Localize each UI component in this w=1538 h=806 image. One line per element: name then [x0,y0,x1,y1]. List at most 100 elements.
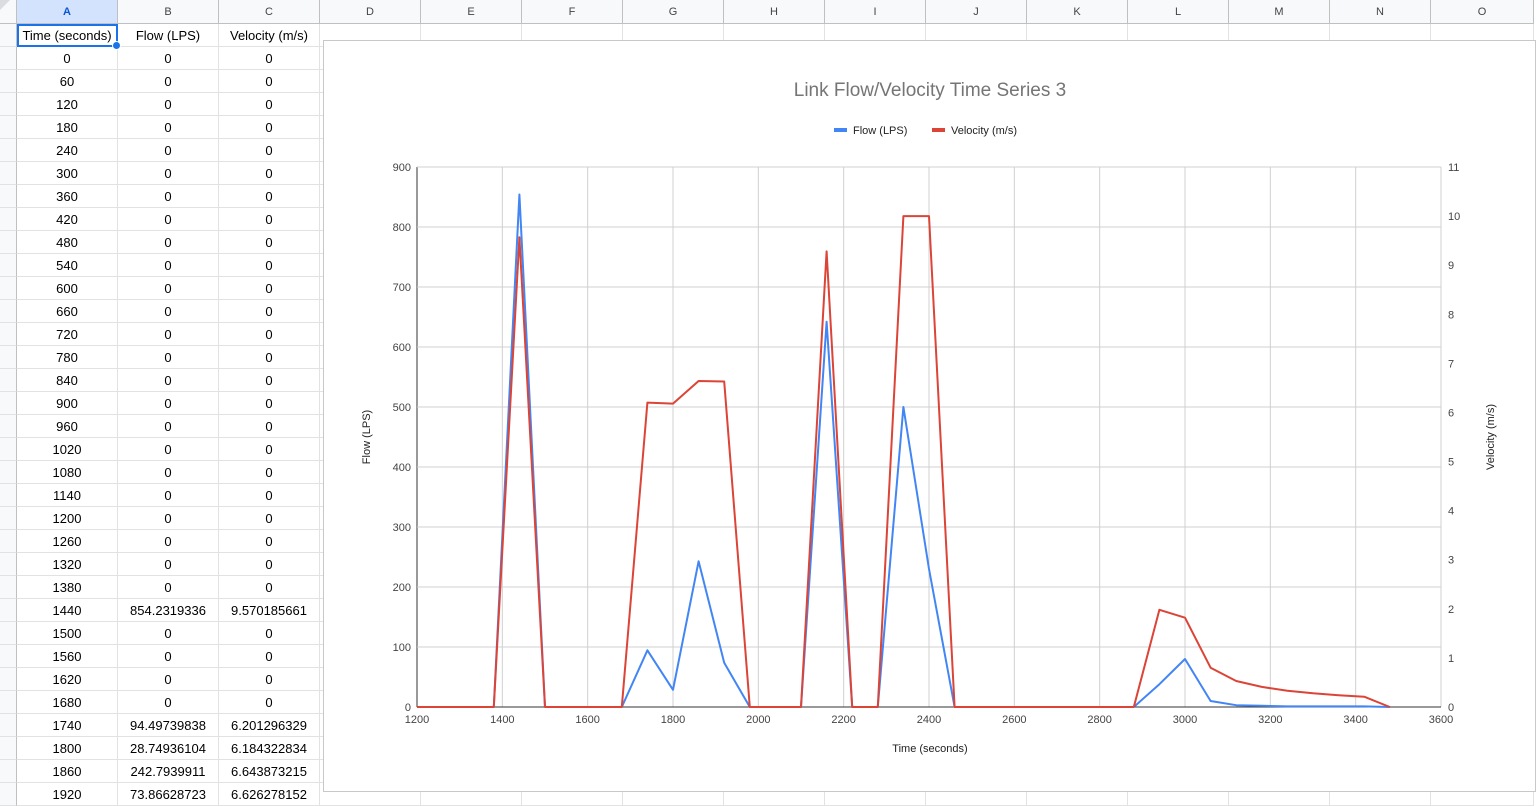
cell-c[interactable]: 0 [219,47,320,70]
cell-b[interactable]: 0 [118,369,219,392]
row-header[interactable] [0,47,17,70]
cell-b[interactable]: 0 [118,162,219,185]
cell-a[interactable]: 1140 [17,484,118,507]
cell-c[interactable]: 0 [219,530,320,553]
cell-b[interactable]: 0 [118,530,219,553]
cell-c[interactable]: 0 [219,369,320,392]
cell-a[interactable]: 1800 [17,737,118,760]
cell-a[interactable]: 720 [17,323,118,346]
column-header-c[interactable]: C [219,0,320,24]
cell-c[interactable]: 0 [219,645,320,668]
cell-a[interactable]: 60 [17,70,118,93]
cell-b[interactable]: 0 [118,139,219,162]
select-all-corner[interactable] [0,0,17,24]
cell-c[interactable]: 0 [219,415,320,438]
row-header[interactable] [0,461,17,484]
cell-c[interactable]: 0 [219,461,320,484]
row-header[interactable] [0,415,17,438]
cell-a[interactable]: 960 [17,415,118,438]
cell-c[interactable]: 0 [219,691,320,714]
cell-c[interactable]: 0 [219,484,320,507]
column-header-e[interactable]: E [421,0,522,24]
row-header[interactable] [0,622,17,645]
cell-a[interactable]: 1500 [17,622,118,645]
cell-b[interactable]: 0 [118,300,219,323]
row-header[interactable] [0,760,17,783]
cell-c[interactable]: 0 [219,70,320,93]
column-header-n[interactable]: N [1330,0,1431,24]
cell-a[interactable]: 300 [17,162,118,185]
cell-b[interactable]: 854.2319336 [118,599,219,622]
row-header[interactable] [0,162,17,185]
cell-b[interactable]: 0 [118,323,219,346]
cell-c[interactable]: 0 [219,346,320,369]
row-header[interactable] [0,24,17,47]
row-header[interactable] [0,392,17,415]
row-header[interactable] [0,346,17,369]
cell-b[interactable]: 0 [118,691,219,714]
column-header-i[interactable]: I [825,0,926,24]
cell-b[interactable]: 0 [118,277,219,300]
chart[interactable]: 1200 1400 1600 1800 2000 2200 2400 2600 2800 3000… [323,40,1536,792]
row-header[interactable] [0,116,17,139]
cell-b[interactable]: 0 [118,622,219,645]
cell-b[interactable]: 94.49739838 [118,714,219,737]
column-header-k[interactable]: K [1027,0,1128,24]
cell-c[interactable]: 0 [219,277,320,300]
row-header[interactable] [0,185,17,208]
column-header-g[interactable]: G [623,0,724,24]
column-header-h[interactable]: H [724,0,825,24]
column-header-l[interactable]: L [1128,0,1229,24]
cell-b[interactable]: 0 [118,254,219,277]
cell-c[interactable]: 0 [219,116,320,139]
cell-b[interactable]: 0 [118,553,219,576]
cell-b[interactable]: 0 [118,461,219,484]
cell-a[interactable]: 1740 [17,714,118,737]
row-header[interactable] [0,599,17,622]
cell-a[interactable]: 1020 [17,438,118,461]
cell-b[interactable]: 0 [118,208,219,231]
row-header[interactable] [0,645,17,668]
cell-c[interactable]: 6.643873215 [219,760,320,783]
cell-a[interactable]: 1860 [17,760,118,783]
cell-b[interactable]: 0 [118,231,219,254]
row-header[interactable] [0,737,17,760]
cell-c[interactable]: 0 [219,323,320,346]
row-header[interactable] [0,668,17,691]
row-header[interactable] [0,231,17,254]
cell-a[interactable]: Time (seconds) [17,24,121,50]
row-header[interactable] [0,323,17,346]
cell-a[interactable]: 900 [17,392,118,415]
column-header-m[interactable]: M [1229,0,1330,24]
row-header[interactable] [0,576,17,599]
cell-b[interactable]: 0 [118,47,219,70]
row-header[interactable] [0,93,17,116]
row-header[interactable] [0,70,17,93]
column-header-j[interactable]: J [926,0,1027,24]
cell-a[interactable]: 780 [17,346,118,369]
cell-a[interactable]: 1200 [17,507,118,530]
cell-a[interactable]: 420 [17,208,118,231]
cell-b[interactable]: 0 [118,185,219,208]
cell-a[interactable]: 480 [17,231,118,254]
cell-b[interactable]: 0 [118,392,219,415]
cell-b[interactable]: 0 [118,668,219,691]
cell-a[interactable]: 360 [17,185,118,208]
cell-a[interactable]: 840 [17,369,118,392]
row-header[interactable] [0,208,17,231]
cell-c[interactable]: 0 [219,553,320,576]
cell-b[interactable]: 0 [118,93,219,116]
row-header[interactable] [0,691,17,714]
cell-a[interactable]: 120 [17,93,118,116]
cell-c[interactable]: 0 [219,93,320,116]
column-header-f[interactable]: F [522,0,623,24]
cell-b[interactable]: 28.74936104 [118,737,219,760]
row-header[interactable] [0,507,17,530]
cell-a[interactable]: 1680 [17,691,118,714]
cell-c[interactable]: 0 [219,507,320,530]
cell-a[interactable]: 1380 [17,576,118,599]
cell-a[interactable]: 600 [17,277,118,300]
cell-a[interactable]: 1080 [17,461,118,484]
row-header[interactable] [0,553,17,576]
cell-c[interactable]: 0 [219,392,320,415]
